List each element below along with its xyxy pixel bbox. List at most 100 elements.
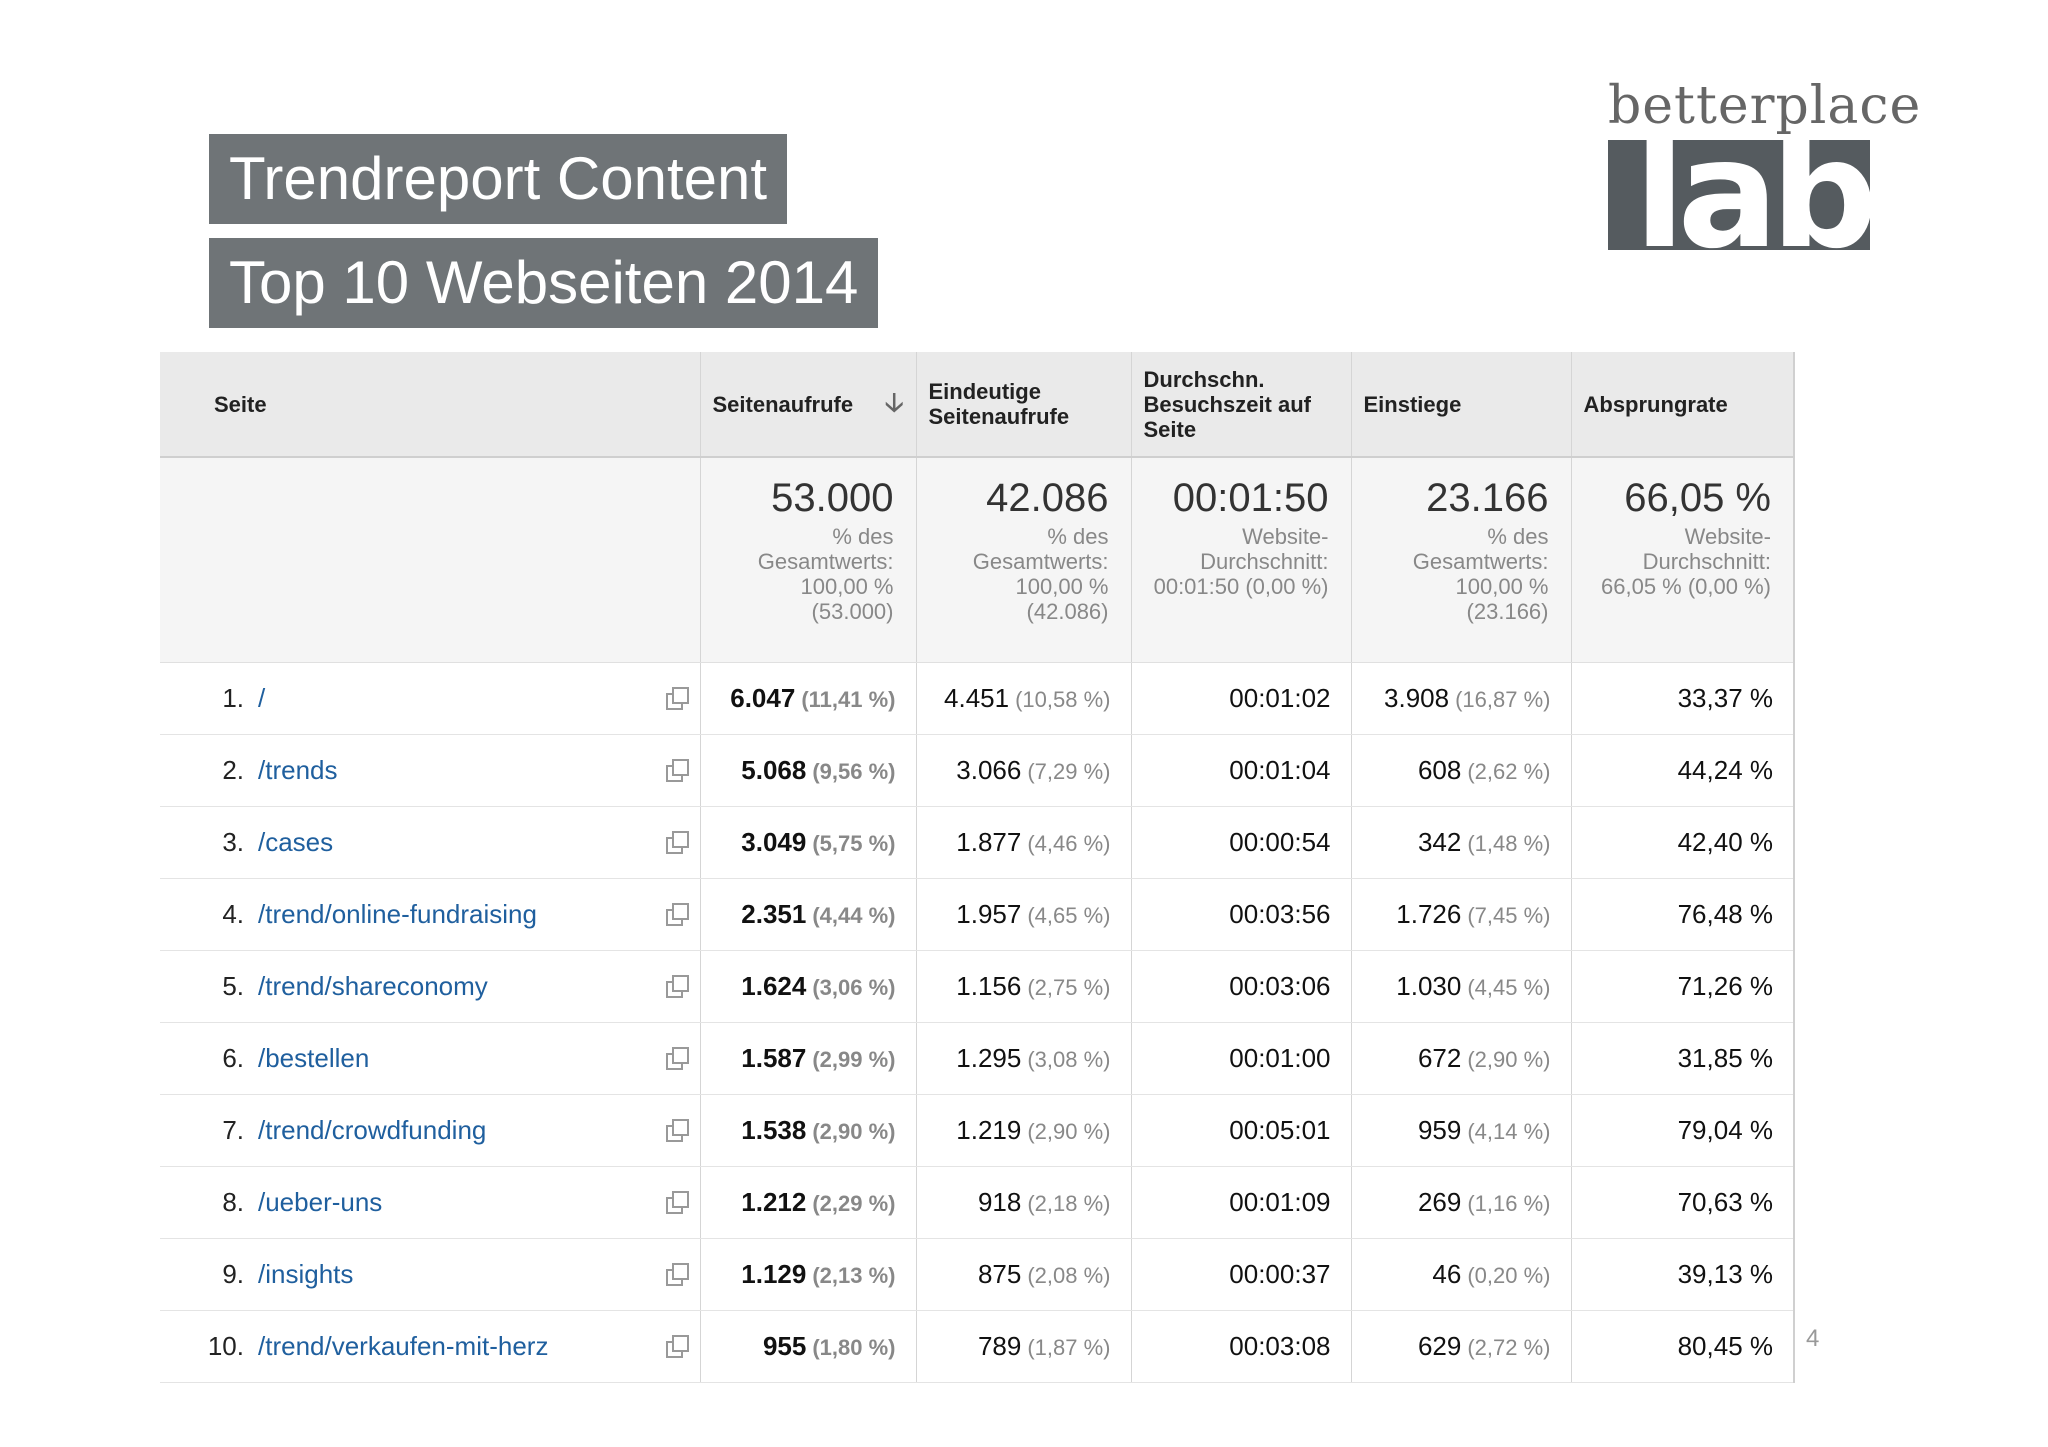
value: 80,45 % [1677,1331,1773,1361]
header-besuchszeit[interactable]: Durchschn. Besuchszeit auf Seite [1131,352,1352,458]
table-row: 4. /trend/online-fundraising 2.351 (4,44 %)… [160,878,1795,951]
cell-page: 1. / [160,662,701,735]
cell-page: 9. /insights [160,1238,701,1311]
value: 269 [1417,1187,1462,1217]
cell-einstiege: 46 (0,20 %) [1351,1238,1572,1311]
cell-eindeutige: 789 (1,87 %) [916,1310,1132,1383]
percent: (16,87 %) [1455,687,1551,712]
open-in-new-window-icon[interactable] [665,1191,689,1214]
percent: (2,72 %) [1467,1335,1551,1360]
cell-absprungrate: 31,85 % [1571,1022,1795,1095]
percent: (7,29 %) [1027,759,1111,784]
percent: (4,44 %) [812,903,896,928]
summary-sub: % des [1047,524,1109,549]
row-index: 10. [207,1331,244,1361]
page-link[interactable]: /cases [258,827,334,857]
cell-absprungrate: 80,45 % [1571,1310,1795,1383]
page-link[interactable]: /insights [258,1259,354,1289]
cell-absprungrate: 70,63 % [1571,1166,1795,1239]
cell-besuchszeit: 00:00:54 [1131,806,1352,879]
percent: (2,29 %) [812,1191,896,1216]
cell-seitenaufrufe: 955 (1,80 %) [700,1310,917,1383]
table-row: 7./trend/crowdfunding 1.538 (2,90 %) 1.219(… [160,1094,1795,1167]
summary-row: 53.000 % des Gesamtwerts: 100,00 % (53.0… [160,457,1795,663]
percent: (1,87 %) [1027,1335,1111,1360]
open-in-new-window-icon[interactable] [665,903,689,926]
value: 39,13 % [1677,1259,1773,1289]
value: 1.726 [1396,899,1462,929]
header-seitenaufrufe-label: Seitenaufrufe [712,391,854,417]
cell-page: 7. /trend/crowdfunding [160,1094,701,1167]
page-link[interactable]: /ueber-uns [258,1187,383,1217]
open-in-new-window-icon[interactable] [665,1335,689,1358]
value: 3.908 [1384,683,1450,713]
summary-sub: Website- [1242,524,1329,549]
percent: (2,90 %) [1467,1047,1551,1072]
table-row: 1. / 6.047 (11,41 %) 4.451 (10,58 %) 00:01:02 3… [160,662,1795,735]
value: 00:01:04 [1229,755,1331,785]
value: 1.295 [956,1043,1022,1073]
value: 46 [1432,1259,1462,1289]
summary-value: 42.086 [986,476,1109,520]
summary-absprungrate: 66,05 % Website- Durchschnitt: 66,05 % (… [1571,457,1795,663]
open-in-new-window-icon[interactable] [665,831,689,854]
cell-seitenaufrufe: 3.049 (5,75 %) [700,806,917,879]
page-link[interactable]: /trend/crowdfunding [258,1115,487,1145]
value: 00:01:02 [1229,683,1331,713]
open-in-new-window-icon[interactable] [665,1263,689,1286]
page-link[interactable]: /trend/online-fundraising [258,899,537,929]
page-link[interactable]: /bestellen [258,1043,370,1073]
value: 342 [1417,827,1462,857]
value: 70,63 % [1677,1187,1773,1217]
open-in-new-window-icon[interactable] [665,1047,689,1070]
value: 3.066 [956,755,1022,785]
summary-sub: (53.000) [811,599,894,624]
value: 00:00:37 [1229,1259,1331,1289]
percent: (2,90 %) [1027,1119,1111,1144]
betterplace-lab-logo: betterplace lab [1608,78,1920,250]
open-in-new-window-icon[interactable] [665,759,689,782]
cell-eindeutige: 875 (2,08 %) [916,1238,1132,1311]
page-link[interactable]: /trends [258,755,338,785]
cell-einstiege: 672 (2,90 %) [1351,1022,1572,1095]
header-seite-label: Seite [214,391,267,417]
open-in-new-window-icon[interactable] [665,975,689,998]
header-seitenaufrufe[interactable]: Seitenaufrufe 🡣 [700,352,917,458]
cell-besuchszeit: 00:03:06 [1131,950,1352,1023]
cell-page: 8. /ueber-uns [160,1166,701,1239]
percent: (4,46 %) [1027,831,1111,856]
cell-seitenaufrufe: 1.538 (2,90 %) [700,1094,917,1167]
arrow-down-icon[interactable]: 🡣 [884,386,904,417]
percent: (3,06 %) [812,975,896,1000]
cell-absprungrate: 71,26 % [1571,950,1795,1023]
value: 00:01:09 [1229,1187,1331,1217]
page-link[interactable]: /trend/verkaufen-mit-herz [258,1331,549,1361]
page-link[interactable]: / [258,683,266,713]
value: 00:03:56 [1229,899,1331,929]
summary-einstiege: 23.166 % des Gesamtwerts: 100,00 % (23.1… [1351,457,1572,663]
percent: (1,80 %) [812,1335,896,1360]
header-eindeutige-label: Eindeutige Seitenaufrufe [928,379,1070,429]
header-einstiege[interactable]: Einstiege [1351,352,1572,458]
header-eindeutige[interactable]: Eindeutige Seitenaufrufe [916,352,1132,458]
cell-absprungrate: 39,13 % [1571,1238,1795,1311]
percent: (3,08 %) [1027,1047,1111,1072]
header-seite[interactable]: Seite [160,352,701,458]
cell-eindeutige: 4.451 (10,58 %) [916,662,1132,735]
percent: (7,45 %) [1467,903,1551,928]
page-link[interactable]: /trend/shareconomy [258,971,488,1001]
value: 1.212 [741,1187,807,1217]
cell-seitenaufrufe: 6.047 (11,41 %) [700,662,917,735]
value: 5.068 [741,755,807,785]
summary-sub: % des [1487,524,1549,549]
open-in-new-window-icon[interactable] [665,687,689,710]
open-in-new-window-icon[interactable] [665,1119,689,1142]
cell-besuchszeit: 00:05:01 [1131,1094,1352,1167]
row-index: 2. [222,755,244,785]
cell-seitenaufrufe: 2.351 (4,44 %) [700,878,917,951]
percent: (2,13 %) [812,1263,896,1288]
value: 71,26 % [1677,971,1773,1001]
summary-value: 66,05 % [1624,476,1771,520]
row-index: 1. [222,683,244,713]
header-absprungrate[interactable]: Absprungrate [1571,352,1795,458]
